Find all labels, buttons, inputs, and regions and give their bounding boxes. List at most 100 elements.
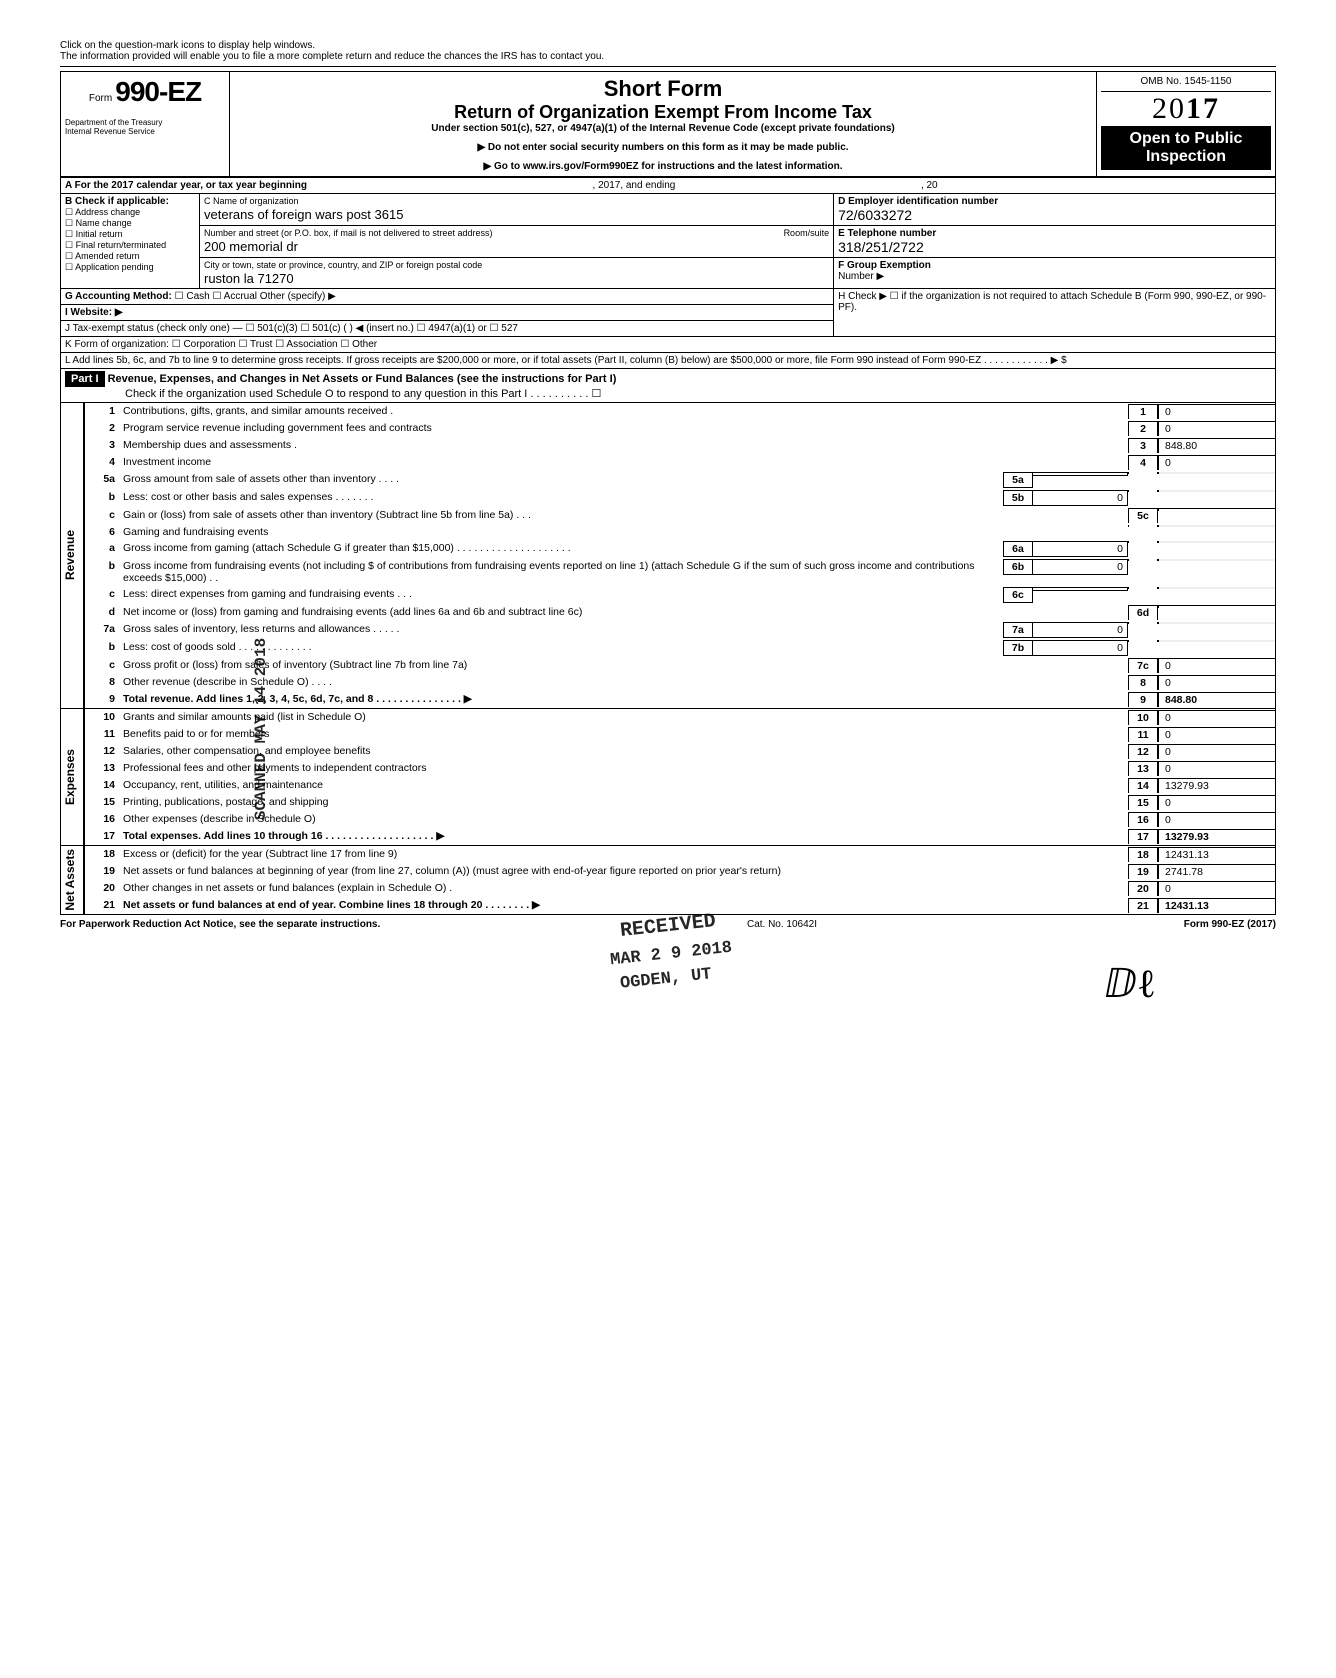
footer: For Paperwork Reduction Act Notice, see … (60, 919, 1276, 930)
return-title: Return of Organization Exempt From Incom… (238, 102, 1088, 123)
b-opt-3[interactable]: ☐ Final return/terminated (65, 240, 166, 250)
open-line-1: Open to Public (1130, 130, 1243, 147)
dept-irs: Internal Revenue Service (65, 127, 225, 136)
line-a: a Gross income from gaming (attach Sched… (85, 540, 1275, 558)
section-i: I Website: ▶ (61, 305, 834, 321)
line-16: 16 Other expenses (describe in Schedule … (85, 811, 1275, 828)
e-value: 318/251/2722 (838, 239, 924, 255)
b-opt-1[interactable]: ☐ Name change (65, 218, 132, 228)
section-c-name: C Name of organization veterans of forei… (200, 194, 834, 226)
section-j: J Tax-exempt status (check only one) — ☐… (61, 321, 834, 337)
g-options[interactable]: ☐ Cash ☐ Accrual Other (specify) ▶ (175, 291, 336, 302)
c-city-value: ruston la 71270 (204, 271, 294, 286)
section-d: D Employer identification number 72/6033… (834, 194, 1276, 226)
line-13: 13 Professional fees and other payments … (85, 760, 1275, 777)
hint-line-2: The information provided will enable you… (60, 51, 604, 62)
omb-number: OMB No. 1545-1150 (1101, 76, 1271, 92)
section-e: E Telephone number 318/251/2722 (834, 226, 1276, 258)
tax-year: 2017 (1101, 92, 1271, 126)
line-2: 2 Program service revenue including gove… (85, 420, 1275, 437)
b-opt-2[interactable]: ☐ Initial return (65, 229, 123, 239)
line-5a: 5a Gross amount from sale of assets othe… (85, 471, 1275, 489)
expenses-side-label: Expenses (60, 709, 84, 846)
c-street-value: 200 memorial dr (204, 239, 298, 254)
f-label: F Group Exemption (838, 260, 931, 271)
line-18: 18 Excess or (deficit) for the year (Sub… (85, 846, 1275, 863)
line-c: c Less: direct expenses from gaming and … (85, 586, 1275, 604)
b-opt-0[interactable]: ☐ Address change (65, 207, 140, 217)
open-to-public: Open to Public Inspection (1101, 126, 1271, 170)
line-17: 17 Total expenses. Add lines 10 through … (85, 828, 1275, 845)
line-14: 14 Occupancy, rent, utilities, and maint… (85, 777, 1275, 794)
header-left: Form 990-EZ Department of the Treasury I… (61, 72, 230, 176)
line-12: 12 Salaries, other compensation, and emp… (85, 743, 1275, 760)
line-10: 10 Grants and similar amounts paid (list… (85, 709, 1275, 726)
part-1-badge: Part I (65, 371, 105, 387)
header-mid: Short Form Return of Organization Exempt… (230, 72, 1097, 176)
footer-right: Form 990-EZ (2017) (1184, 919, 1276, 930)
e-label: E Telephone number (838, 228, 936, 239)
line-6: 6Gaming and fundraising events (85, 524, 1275, 540)
line-c: c Gross profit or (loss) from sales of i… (85, 657, 1275, 674)
arrow-url: ▶ Go to www.irs.gov/Form990EZ for instru… (238, 161, 1088, 172)
section-g: G Accounting Method: ☐ Cash ☐ Accrual Ot… (61, 289, 834, 305)
header-right: OMB No. 1545-1150 2017 Open to Public In… (1097, 72, 1275, 176)
arrow-ssn: ▶ Do not enter social security numbers o… (238, 142, 1088, 153)
f-label-2: Number ▶ (838, 271, 884, 282)
revenue-section: Revenue 1 Contributions, gifts, grants, … (60, 403, 1276, 709)
line-19: 19 Net assets or fund balances at beginn… (85, 863, 1275, 880)
line-8: 8 Other revenue (describe in Schedule O)… (85, 674, 1275, 691)
b-opt-4[interactable]: ☐ Amended return (65, 251, 140, 261)
line-1: 1 Contributions, gifts, grants, and simi… (85, 403, 1275, 420)
line-11: 11 Benefits paid to or for members 11 0 (85, 726, 1275, 743)
hint-line-1: Click on the question-mark icons to disp… (60, 40, 315, 51)
line-b: b Less: cost or other basis and sales ex… (85, 489, 1275, 507)
l-label: L Add lines 5b, 6c, and 7b to line 9 to … (65, 355, 1067, 366)
dept-treasury: Department of the Treasury (65, 118, 225, 127)
part-1-title: Revenue, Expenses, and Changes in Net As… (108, 373, 617, 385)
section-h: H Check ▶ ☐ if the organization is not r… (834, 289, 1276, 337)
h-label[interactable]: H Check ▶ ☐ if the organization is not r… (838, 291, 1266, 313)
year-prefix: 20 (1152, 92, 1186, 125)
j-label[interactable]: J Tax-exempt status (check only one) — ☐… (65, 323, 518, 334)
g-label: G Accounting Method: (65, 291, 172, 302)
line-a-end: , 20 (921, 180, 938, 191)
signature: ⅅℓ (60, 960, 1276, 1007)
line-b: b Gross income from fundraising events (… (85, 558, 1275, 586)
expenses-section: Expenses 10 Grants and similar amounts p… (60, 709, 1276, 846)
form-number: 990-EZ (115, 76, 201, 107)
netassets-section: Net Assets 18 Excess or (deficit) for th… (60, 846, 1276, 915)
k-label[interactable]: K Form of organization: ☐ Corporation ☐ … (65, 339, 377, 350)
d-label: D Employer identification number (838, 196, 998, 207)
section-l: L Add lines 5b, 6c, and 7b to line 9 to … (61, 353, 1276, 369)
c-label: C Name of organization (204, 196, 299, 206)
part-1-check[interactable]: Check if the organization used Schedule … (65, 388, 601, 400)
under-section: Under section 501(c), 527, or 4947(a)(1)… (238, 123, 1088, 134)
line-a-start: A For the 2017 calendar year, or tax yea… (65, 180, 307, 191)
netassets-side-label: Net Assets (60, 846, 84, 915)
line-4: 4 Investment income 4 0 (85, 454, 1275, 471)
line-3: 3 Membership dues and assessments . 3 84… (85, 437, 1275, 454)
info-table: A For the 2017 calendar year, or tax yea… (60, 177, 1276, 369)
c-room-label: Room/suite (784, 228, 830, 238)
section-b: B Check if applicable: ☐ Address change … (61, 194, 200, 289)
line-21: 21 Net assets or fund balances at end of… (85, 897, 1275, 914)
line-15: 15 Printing, publications, postage, and … (85, 794, 1275, 811)
c-value: veterans of foreign wars post 3615 (204, 207, 403, 222)
form-label: Form (89, 93, 112, 104)
year-suffix: 17 (1186, 92, 1220, 125)
line-c: c Gain or (loss) from sale of assets oth… (85, 507, 1275, 524)
line-d: d Net income or (loss) from gaming and f… (85, 604, 1275, 621)
revenue-side-label: Revenue (60, 403, 84, 709)
help-hint: Click on the question-mark icons to disp… (60, 40, 1276, 67)
d-value: 72/6033272 (838, 207, 912, 223)
part-1-header: Part I Revenue, Expenses, and Changes in… (60, 369, 1276, 403)
line-a-mid: , 2017, and ending (593, 180, 676, 191)
section-c-city: City or town, state or province, country… (200, 258, 834, 289)
short-form-title: Short Form (238, 76, 1088, 102)
section-f: F Group Exemption Number ▶ (834, 258, 1276, 289)
line-a: A For the 2017 calendar year, or tax yea… (61, 178, 1276, 194)
footer-left: For Paperwork Reduction Act Notice, see … (60, 919, 380, 930)
form-header: Form 990-EZ Department of the Treasury I… (60, 71, 1276, 177)
b-opt-5[interactable]: ☐ Application pending (65, 262, 154, 272)
